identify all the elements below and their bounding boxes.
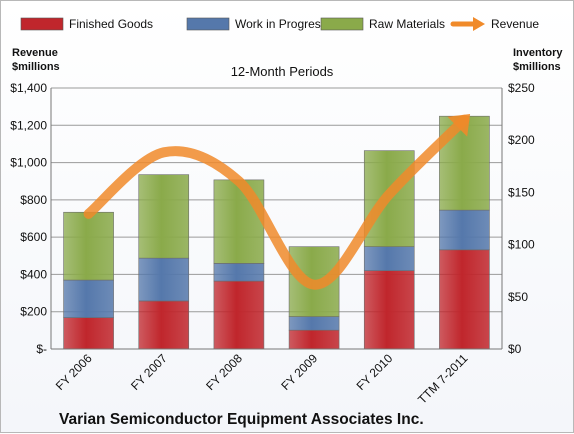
bar-finished-goods-fy-2008: [213, 280, 265, 350]
right-axis-label-line1: Inventory: [513, 47, 563, 59]
bar-raw-materials-fy-2006: [63, 211, 114, 281]
left-tick-label: $-: [36, 342, 47, 356]
left-tick-label: $400: [20, 267, 47, 281]
chart-title: 12-Month Periods: [231, 64, 334, 79]
left-tick-label: $1,000: [10, 156, 47, 170]
category-label: FY 2010: [354, 351, 396, 393]
revenue-line-layer: [83, 114, 471, 290]
inventory-bars: [63, 115, 490, 350]
bar-finished-goods-fy-2010: [363, 270, 415, 350]
right-tick-label: $250: [508, 81, 535, 95]
bar-raw-materials-fy-2008: [213, 179, 265, 264]
bar-finished-goods-fy-2009: [288, 329, 340, 350]
legend-swatch: [320, 17, 364, 31]
left-tick-label: $1,200: [10, 118, 47, 132]
bar-work-in-progress-fy-2009: [288, 316, 340, 331]
left-tick-label: $200: [20, 305, 47, 319]
legend-item-raw-materials: Raw Materials: [320, 17, 445, 31]
right-tick-label: $50: [508, 290, 528, 304]
right-tick-label: $100: [508, 238, 535, 252]
right-axis-label-line2: $millions: [513, 61, 561, 73]
legend-swatch: [186, 17, 230, 31]
chart-legend: Finished Goods Work in Progress Raw Materi…: [20, 17, 539, 31]
line-arrowhead-revenue: [447, 114, 471, 137]
legend-label: Work in Progress: [235, 17, 327, 31]
company-name: Varian Semiconductor Equipment Associate…: [59, 411, 424, 428]
left-axis-label-line1: Revenue: [12, 47, 58, 59]
right-tick-label: $0: [508, 342, 522, 356]
right-tick-label: $200: [508, 133, 535, 147]
category-label: FY 2009: [278, 351, 320, 393]
left-tick-label: $800: [20, 193, 47, 207]
category-label: FY 2006: [53, 351, 95, 393]
bar-raw-materials-fy-2007: [138, 174, 190, 259]
bar-work-in-progress-ttm-7-2011: [439, 209, 490, 251]
bar-work-in-progress-fy-2007: [138, 257, 190, 302]
bar-finished-goods-ttm-7-2011: [439, 249, 490, 350]
legend-label: Raw Materials: [369, 17, 445, 31]
legend-item-revenue: Revenue: [450, 17, 539, 31]
bar-finished-goods-fy-2007: [138, 300, 190, 350]
legend-item-work-in-progress: Work in Progress: [186, 17, 327, 31]
left-tick-label: $1,400: [10, 81, 47, 95]
legend-item-finished-goods: Finished Goods: [20, 17, 153, 31]
category-label: FY 2007: [128, 351, 170, 393]
bar-work-in-progress-fy-2008: [213, 263, 265, 282]
left-axis-label-line2: $millions: [12, 61, 60, 73]
category-label: TTM 7-2011: [415, 351, 471, 407]
right-tick-label: $150: [508, 185, 535, 199]
category-label: FY 2008: [203, 351, 245, 393]
legend-swatch-arrow: [473, 17, 485, 31]
bar-finished-goods-fy-2006: [63, 317, 114, 350]
bar-work-in-progress-fy-2010: [363, 246, 415, 272]
gridlines: [51, 87, 502, 313]
legend-label: Finished Goods: [69, 17, 153, 31]
legend-label: Revenue: [491, 17, 539, 31]
line-revenue: [83, 114, 470, 290]
bar-work-in-progress-fy-2006: [63, 279, 114, 318]
legend-swatch: [20, 17, 64, 31]
left-tick-label: $600: [20, 230, 47, 244]
